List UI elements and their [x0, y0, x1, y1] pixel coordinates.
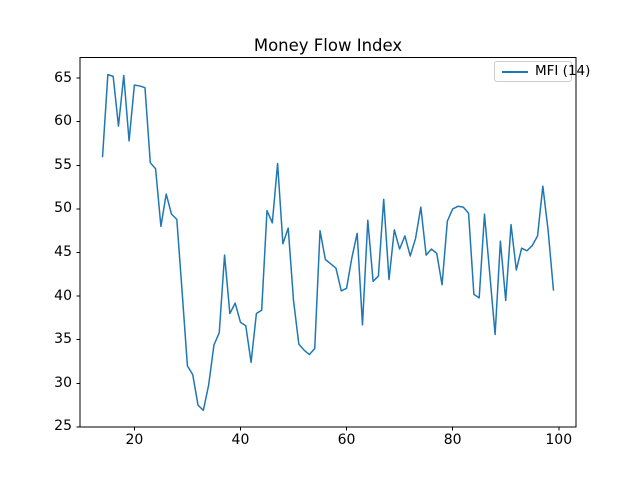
- legend: MFI (14): [494, 61, 590, 82]
- legend-line-swatch: [502, 70, 528, 73]
- legend-label: MFI (14): [535, 63, 591, 79]
- y-tick-label: 60: [54, 113, 72, 130]
- y-tick-label: 25: [54, 418, 72, 435]
- y-tick-label: 30: [54, 374, 72, 391]
- axes-spines: [79, 57, 577, 428]
- y-tick-label: 50: [54, 200, 72, 217]
- y-tick-label: 40: [54, 287, 72, 304]
- y-tick-label: 65: [54, 69, 72, 86]
- chart-title: Money Flow Index: [253, 36, 403, 55]
- y-tick-label: 55: [54, 156, 72, 173]
- x-tick-label: 20: [125, 432, 144, 449]
- mfi-line: [101, 73, 555, 412]
- y-tick-label: 45: [54, 244, 72, 261]
- x-tick-label: 80: [443, 432, 462, 449]
- x-tick-label: 60: [337, 432, 356, 449]
- y-tick-label: 35: [54, 331, 72, 348]
- x-tick-label: 40: [231, 432, 250, 449]
- x-tick-label: 100: [545, 432, 573, 449]
